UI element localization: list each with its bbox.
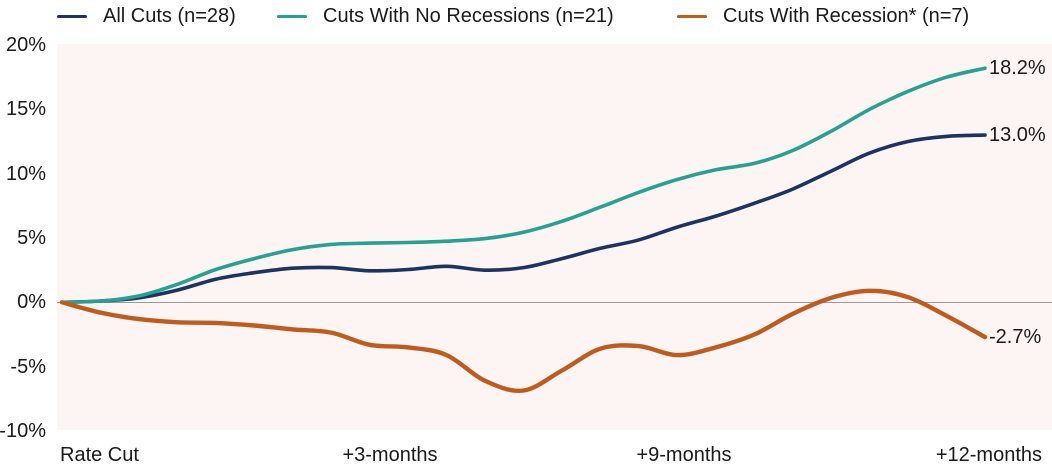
plot-area <box>57 44 1052 430</box>
series-end-label: 18.2% <box>989 57 1046 80</box>
y-tick-label: 0% <box>17 291 46 314</box>
legend-line-swatch <box>57 14 87 18</box>
legend-label: Cuts With No Recessions (n=21) <box>323 4 614 27</box>
x-axis: Rate Cut +3-months +9-months +12-months <box>0 443 1052 466</box>
x-tick-label: +3-months <box>342 444 438 466</box>
legend-line-swatch <box>677 14 707 18</box>
legend-label: All Cuts (n=28) <box>103 4 236 27</box>
series-end-label: -2.7% <box>989 326 1042 349</box>
legend: All Cuts (n=28) Cuts With No Recessions (… <box>0 2 1052 30</box>
x-tick-label: +12-months <box>935 444 1042 466</box>
y-axis: 20% 15% 10% 5% 0% -5% -10% <box>0 0 48 466</box>
y-tick-label: 10% <box>5 162 46 185</box>
legend-item: All Cuts (n=28) <box>57 2 236 30</box>
y-tick-label: 5% <box>17 227 46 249</box>
zero-baseline <box>57 301 1052 303</box>
legend-item: Cuts With Recession* (n=7) <box>677 2 969 30</box>
x-tick-label: Rate Cut <box>60 444 139 466</box>
y-tick-label: 15% <box>5 98 46 121</box>
series-end-label: 13.0% <box>989 124 1046 147</box>
legend-label: Cuts With Recession* (n=7) <box>723 4 970 27</box>
legend-item: Cuts With No Recessions (n=21) <box>277 2 614 30</box>
y-tick-label: -5% <box>10 355 46 378</box>
y-tick-label: -10% <box>0 420 46 442</box>
x-tick-label: +9-months <box>636 444 732 466</box>
y-tick-label: 20% <box>5 34 46 56</box>
legend-line-swatch <box>277 14 307 18</box>
